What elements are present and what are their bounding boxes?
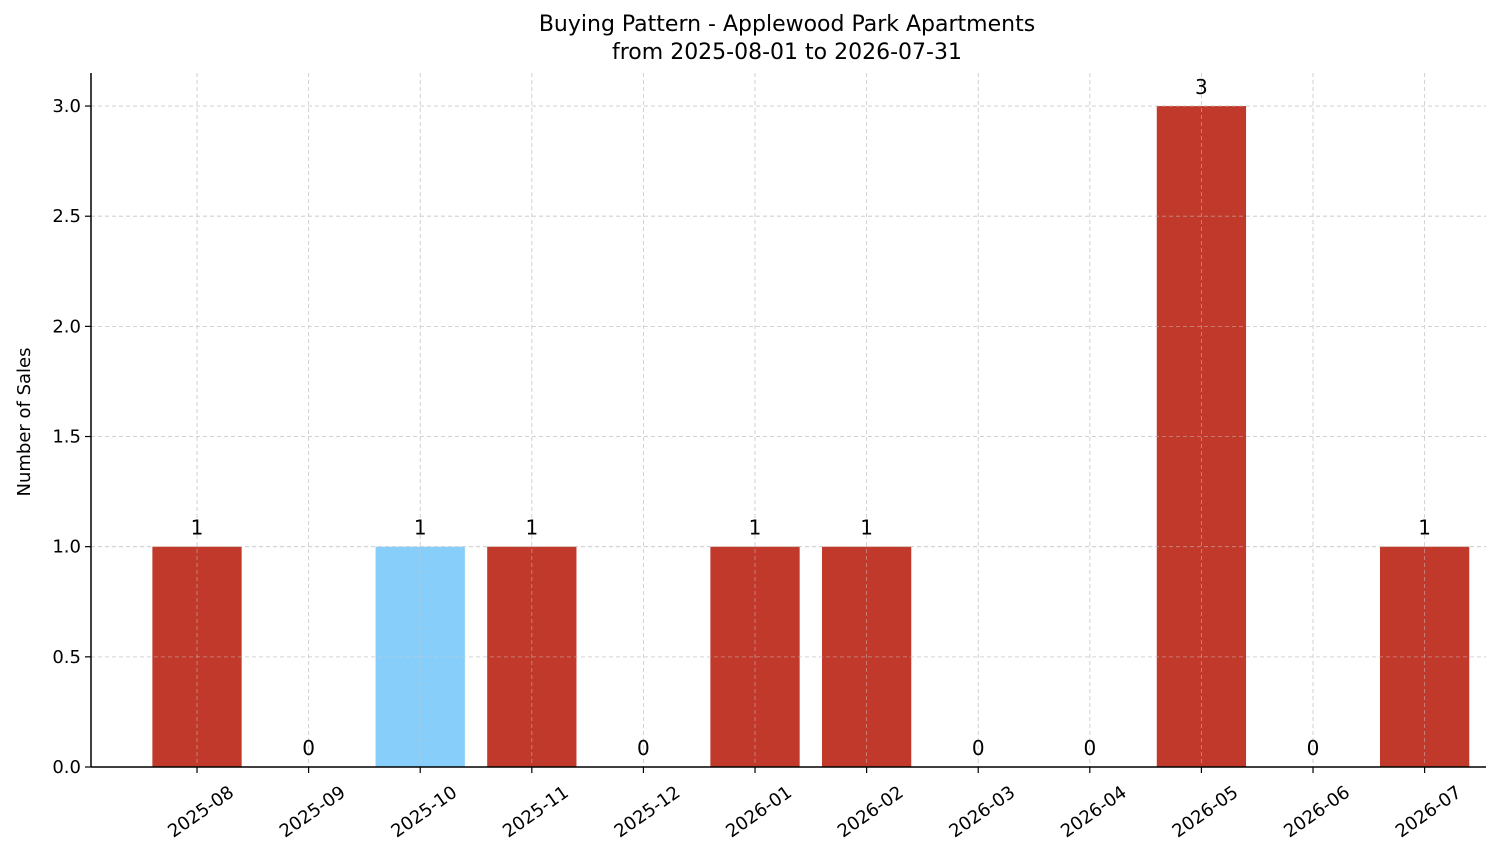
- y-tick-label: 0.5: [52, 647, 81, 668]
- y-tick-label: 0.0: [52, 757, 81, 778]
- chart-subtitle: from 2025-08-01 to 2026-07-31: [612, 40, 962, 65]
- x-tick-label: 2026-01: [722, 782, 796, 842]
- x-tick-label: 2026-04: [1057, 782, 1131, 842]
- x-tick-label: 2025-08: [164, 782, 238, 842]
- x-ticks: 2025-08 2025-09 2025-10 2025-11 2025-12 2026-…: [164, 767, 1465, 842]
- bar-value-label: 3: [1195, 75, 1208, 99]
- x-tick-label: 2026-06: [1280, 782, 1354, 842]
- bar-value-label: 1: [191, 516, 204, 540]
- axes: [90, 73, 1486, 768]
- bar-value-label: 1: [749, 516, 762, 540]
- x-tick-label: 2025-12: [611, 782, 685, 842]
- bar-value-label: 1: [414, 516, 427, 540]
- y-tick-label: 2.0: [52, 316, 81, 337]
- bar-value-label: 1: [1418, 516, 1431, 540]
- x-tick-label: 2025-11: [499, 782, 573, 842]
- bar-value-label: 0: [972, 736, 985, 760]
- bar-value-label: 0: [1307, 736, 1320, 760]
- chart-title: Buying Pattern - Applewood Park Apartmen…: [538, 12, 1036, 37]
- bars: [91, 73, 1486, 768]
- x-tick-label: 2026-03: [945, 782, 1019, 842]
- y-tick-label: 2.5: [52, 206, 81, 227]
- y-tick-label: 1.5: [52, 427, 81, 448]
- bar-value-labels: 1 0 1 1 0 1 1 0 0 3 0 1: [191, 75, 1431, 760]
- x-tick-label: 2026-07: [1392, 782, 1466, 842]
- bar-value-label: 0: [1083, 736, 1096, 760]
- x-tick-label: 2026-02: [834, 782, 908, 842]
- x-tick-label: 2025-09: [276, 782, 350, 842]
- y-tick-label: 1.0: [52, 537, 81, 558]
- x-tick-label: 2025-10: [387, 782, 461, 842]
- x-tick-label: 2026-05: [1169, 782, 1243, 842]
- bar-value-label: 0: [302, 736, 315, 760]
- bar-value-label: 1: [525, 516, 538, 540]
- y-axis-label: Number of Sales: [14, 347, 35, 496]
- bar-value-label: 1: [860, 516, 873, 540]
- y-ticks: 0.0 0.5 1.0 1.5 2.0 2.5 3.0: [52, 96, 91, 778]
- y-tick-label: 3.0: [52, 96, 81, 117]
- bar-value-label: 0: [637, 736, 650, 760]
